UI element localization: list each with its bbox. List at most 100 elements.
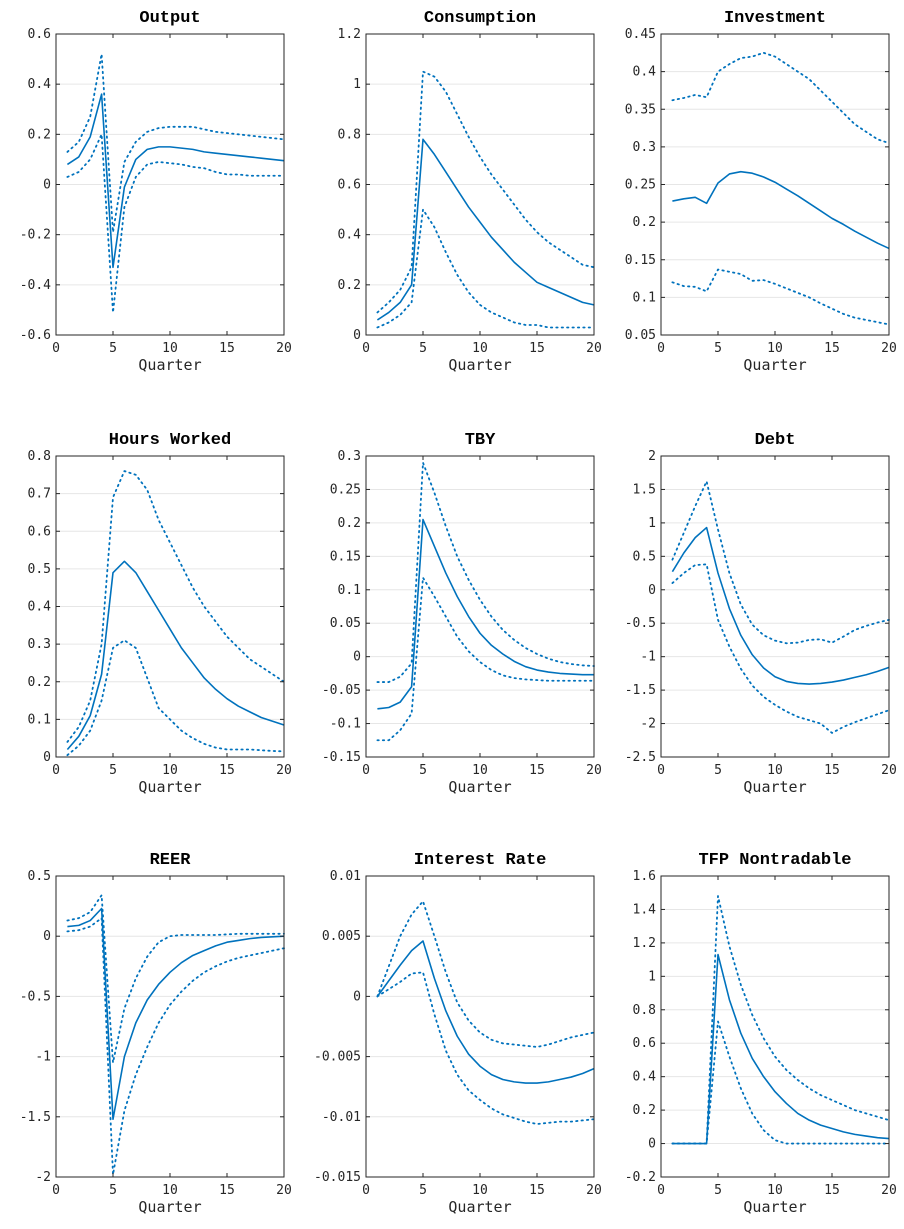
y-tick-label: -0.015 <box>314 1170 361 1185</box>
axes-box <box>365 455 595 758</box>
y-tick-label: -0.01 <box>322 1110 361 1125</box>
series-line-band <box>671 51 890 145</box>
x-tick-label: 5 <box>109 763 117 778</box>
y-tick-label: 0.1 <box>28 712 51 727</box>
x-tick-label: 5 <box>419 341 427 356</box>
y-tick-label: 0.2 <box>633 215 656 230</box>
series-line-band <box>671 1020 890 1145</box>
panel-debt: -2.5-2-1.5-1-0.500.511.520 5 10 15 20Quarter… <box>625 431 897 796</box>
y-tick-label: 0.25 <box>625 178 656 193</box>
y-tick-label: 0.8 <box>28 449 51 464</box>
y-tick-label: 1.2 <box>338 27 361 42</box>
y-tick-label: 0 <box>353 650 361 665</box>
series-line-band <box>376 208 595 329</box>
y-tick-label: 0 <box>353 328 361 343</box>
chart-title: Investment <box>724 9 826 28</box>
series-line-band <box>671 480 890 645</box>
series-line-band <box>66 133 285 314</box>
x-tick-label: 15 <box>824 1183 840 1198</box>
x-axis-label: Quarter <box>448 1198 511 1216</box>
y-tick-label: 0.01 <box>330 869 361 884</box>
y-tick-label: -2 <box>35 1170 51 1185</box>
panel-tby: -0.15 -0.1 -0.05 0 0.05 0.1 0.15 0.2 0.25 0.3 0 5 10… <box>322 431 602 796</box>
x-tick-label: 10 <box>472 341 488 356</box>
y-tick-label: 1.6 <box>633 869 656 884</box>
y-tick-label: -1.5 <box>20 1110 51 1125</box>
y-tick-label: 0.4 <box>28 77 52 92</box>
x-axis-label: Quarter <box>138 1198 201 1216</box>
y-tick-label: -1 <box>640 650 656 665</box>
x-tick-label: 15 <box>824 341 840 356</box>
y-tick-label: 0.8 <box>338 127 361 142</box>
panel-consumption: 0 0.2 0.4 0.6 0.8 1 1.2 0 5 10 15 20 Quarter Consumpt… <box>338 9 602 374</box>
y-tick-label: 0.6 <box>28 27 51 42</box>
x-tick-label: 0 <box>52 763 60 778</box>
panel-interest-rate: -0.015 -0.01 -0.005 0 0.005 0.01 0 5 10 15 20 Quart… <box>314 851 602 1216</box>
chart-title: Debt <box>755 431 796 450</box>
y-tick-label: -0.2 <box>625 1170 656 1185</box>
series-line-band <box>671 895 890 1145</box>
y-tick-label: -0.005 <box>314 1050 361 1065</box>
y-tick-label: 0.25 <box>330 482 361 497</box>
series-line-band <box>376 900 595 1048</box>
y-tick-label: 0.4 <box>28 600 52 615</box>
y-tick-label: 0.35 <box>625 102 656 117</box>
panel-investment: 0.05 0.1 0.15 0.2 0.25 0.3 0.35 0.4 0.45 0 5 10 15 20… <box>625 9 897 374</box>
y-tick-label: -0.05 <box>322 683 361 698</box>
series-line-median <box>376 940 595 1084</box>
y-tick-label: 1.5 <box>633 482 656 497</box>
x-tick-label: 15 <box>219 341 235 356</box>
x-tick-label: 20 <box>586 341 602 356</box>
series-line-median <box>672 170 890 250</box>
x-axis-label: Quarter <box>743 1198 806 1216</box>
x-tick-label: 5 <box>419 763 427 778</box>
x-tick-label: 15 <box>219 763 235 778</box>
y-tick-label: -0.5 <box>20 989 51 1004</box>
x-axis-label: Quarter <box>138 356 201 374</box>
y-tick-label: -0.6 <box>20 328 51 343</box>
series-line-band <box>66 917 285 1176</box>
y-tick-label: -0.1 <box>330 717 361 732</box>
x-tick-label: 20 <box>881 763 897 778</box>
y-tick-label: 0 <box>43 750 51 765</box>
x-tick-label: 0 <box>362 763 370 778</box>
y-tick-label: 0.5 <box>633 549 656 564</box>
y-tick-label: 0.05 <box>625 328 656 343</box>
y-tick-label: 0.3 <box>338 449 361 464</box>
y-tick-label: 0 <box>648 583 656 598</box>
panel-output: -0.6 -0.4 -0.2 0 0.2 0.4 0.6 0 5 10 15 20 Quarter Out… <box>20 9 292 374</box>
series-line-median <box>67 907 285 1121</box>
series-line-median <box>672 953 890 1145</box>
x-tick-label: 20 <box>586 763 602 778</box>
y-tick-label: 0 <box>353 989 361 1004</box>
y-tick-label: 1 <box>648 516 656 531</box>
x-tick-label: 0 <box>657 341 665 356</box>
x-tick-label: 20 <box>881 1183 897 1198</box>
y-tick-label: 0.4 <box>338 228 362 243</box>
x-tick-label: 0 <box>362 1183 370 1198</box>
series-line-band <box>671 563 890 734</box>
x-tick-label: 10 <box>767 341 783 356</box>
y-tick-label: 0.6 <box>28 524 51 539</box>
panel-tfp-nontradable: -0.200.20.40.60.811.21.41.60 5 10 15 20Quart… <box>625 851 897 1216</box>
y-tick-label: 0.4 <box>633 1070 657 1085</box>
y-tick-label: 0.05 <box>330 616 361 631</box>
y-tick-label: -2.5 <box>625 750 656 765</box>
y-tick-label: 0.2 <box>338 516 361 531</box>
x-tick-label: 10 <box>472 763 488 778</box>
y-tick-label: 0.4 <box>633 65 657 80</box>
x-tick-label: 0 <box>657 763 665 778</box>
x-tick-label: 20 <box>276 341 292 356</box>
y-tick-label: 0 <box>43 178 51 193</box>
y-tick-label: -1.5 <box>625 683 656 698</box>
x-tick-label: 0 <box>52 1183 60 1198</box>
x-tick-label: 20 <box>881 341 897 356</box>
x-axis-label: Quarter <box>448 356 511 374</box>
x-tick-label: 5 <box>714 1183 722 1198</box>
y-tick-label: 0.3 <box>633 140 656 155</box>
y-tick-label: 0.2 <box>633 1103 656 1118</box>
series-line-band <box>376 971 595 1125</box>
x-axis-label: Quarter <box>743 778 806 796</box>
y-tick-label: 0.6 <box>633 1036 656 1051</box>
x-tick-label: 15 <box>219 1183 235 1198</box>
